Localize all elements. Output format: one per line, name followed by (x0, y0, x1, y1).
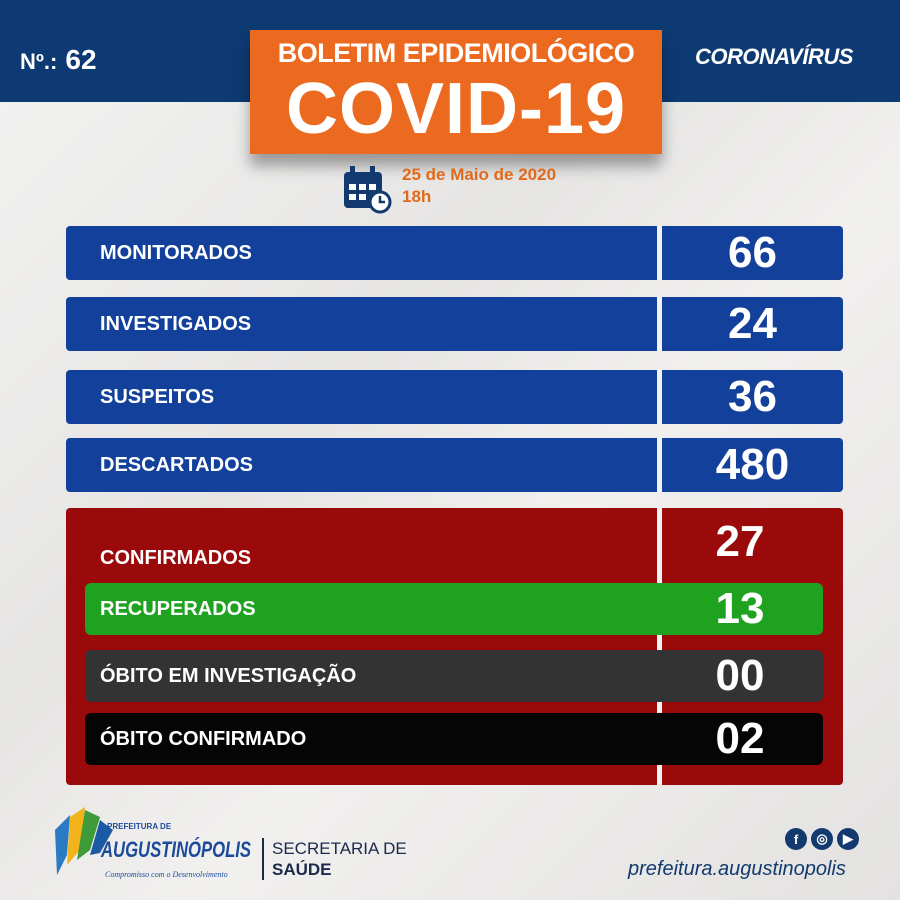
number-label: Nº.: (20, 49, 58, 74)
stat-value: 24 (728, 299, 777, 348)
recovered-label: RECUPERADOS (100, 597, 256, 620)
secretaria-label: SECRETARIA DE SAÚDE (262, 838, 407, 880)
confirmed-label: CONFIRMADOS (100, 546, 252, 569)
title-box: BOLETIM EPIDEMIOLÓGICO COVID-19 (250, 30, 662, 154)
stat-value: 480 (715, 440, 790, 489)
stat-label: INVESTIGADOS (100, 312, 252, 335)
death-confirmed-row: ÓBITO CONFIRMADO 02 (85, 713, 823, 765)
facebook-icon[interactable]: f (785, 828, 807, 850)
death-confirmed-value: 02 (715, 714, 765, 763)
logo-slogan-text: Compromisso com o Desenvolvimento (105, 870, 228, 879)
bulletin-number: Nº.: 62 (20, 44, 97, 76)
stat-label: SUSPEITOS (100, 385, 215, 408)
youtube-icon[interactable]: ▶ (837, 828, 859, 850)
secretaria-line2: SAÚDE (272, 860, 332, 879)
instagram-icon[interactable]: ◎ (811, 828, 833, 850)
confirmed-value: 27 (715, 517, 765, 566)
confirmed-row: CONFIRMADOS 27 (85, 517, 823, 580)
stat-label: MONITORADOS (100, 241, 252, 264)
date-text: 25 de Maio de 2020 (402, 165, 557, 184)
coronavirus-brand: CORONAVÍRUS (695, 44, 853, 69)
time-text: 18h (402, 187, 432, 206)
stat-label: DESCARTADOS (100, 453, 253, 476)
title-top: BOLETIM EPIDEMIOLÓGICO (277, 38, 635, 68)
number-value: 62 (65, 44, 97, 75)
secretaria-line1: SECRETARIA DE (272, 839, 407, 858)
death-confirmed-label: ÓBITO CONFIRMADO (100, 727, 307, 750)
stat-row-suspeitos: SUSPEITOS 36 (66, 370, 843, 424)
logo-name-text: AUGUSTINÓPOLIS (100, 837, 251, 862)
stat-value: 66 (728, 228, 777, 277)
recovered-value: 13 (715, 584, 765, 633)
augustinopolis-logo: PREFEITURA DE AUGUSTINÓPOLIS Compromisso… (45, 805, 257, 894)
recovered-row: RECUPERADOS 13 (85, 583, 823, 635)
death-investigation-row: ÓBITO EM INVESTIGAÇÃO 00 (85, 650, 823, 702)
title-main: COVID-19 (285, 69, 627, 149)
calendar-clock-icon (344, 166, 392, 214)
stat-row-investigados: INVESTIGADOS 24 (66, 297, 843, 351)
social-handle: prefeitura.augustinopolis (628, 858, 846, 880)
stat-row-monitorados: MONITORADOS 66 (66, 226, 843, 280)
death-investigation-value: 00 (715, 651, 765, 700)
stat-row-descartados: DESCARTADOS 480 (66, 438, 843, 492)
social-icons: f ◎ ▶ (785, 828, 859, 850)
death-investigation-label: ÓBITO EM INVESTIGAÇÃO (100, 664, 357, 687)
logo-top-text: PREFEITURA DE (107, 822, 172, 831)
date-block: 25 de Maio de 2020 18h (342, 164, 556, 214)
stat-value: 36 (728, 372, 777, 421)
outcomes-panel: CONFIRMADOS 27 RECUPERADOS 13 ÓBITO EM INV… (66, 508, 843, 785)
